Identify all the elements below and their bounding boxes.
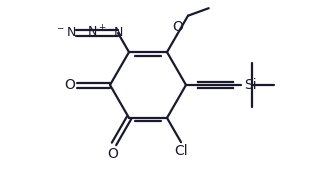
Text: Si: Si bbox=[244, 78, 257, 92]
Text: O: O bbox=[64, 78, 75, 92]
Text: O: O bbox=[173, 20, 183, 34]
Text: N: N bbox=[113, 26, 123, 38]
Text: Cl: Cl bbox=[174, 144, 188, 158]
Text: $^-$N: $^-$N bbox=[55, 26, 76, 38]
Text: N$^+$: N$^+$ bbox=[87, 24, 107, 40]
Text: O: O bbox=[108, 147, 119, 161]
